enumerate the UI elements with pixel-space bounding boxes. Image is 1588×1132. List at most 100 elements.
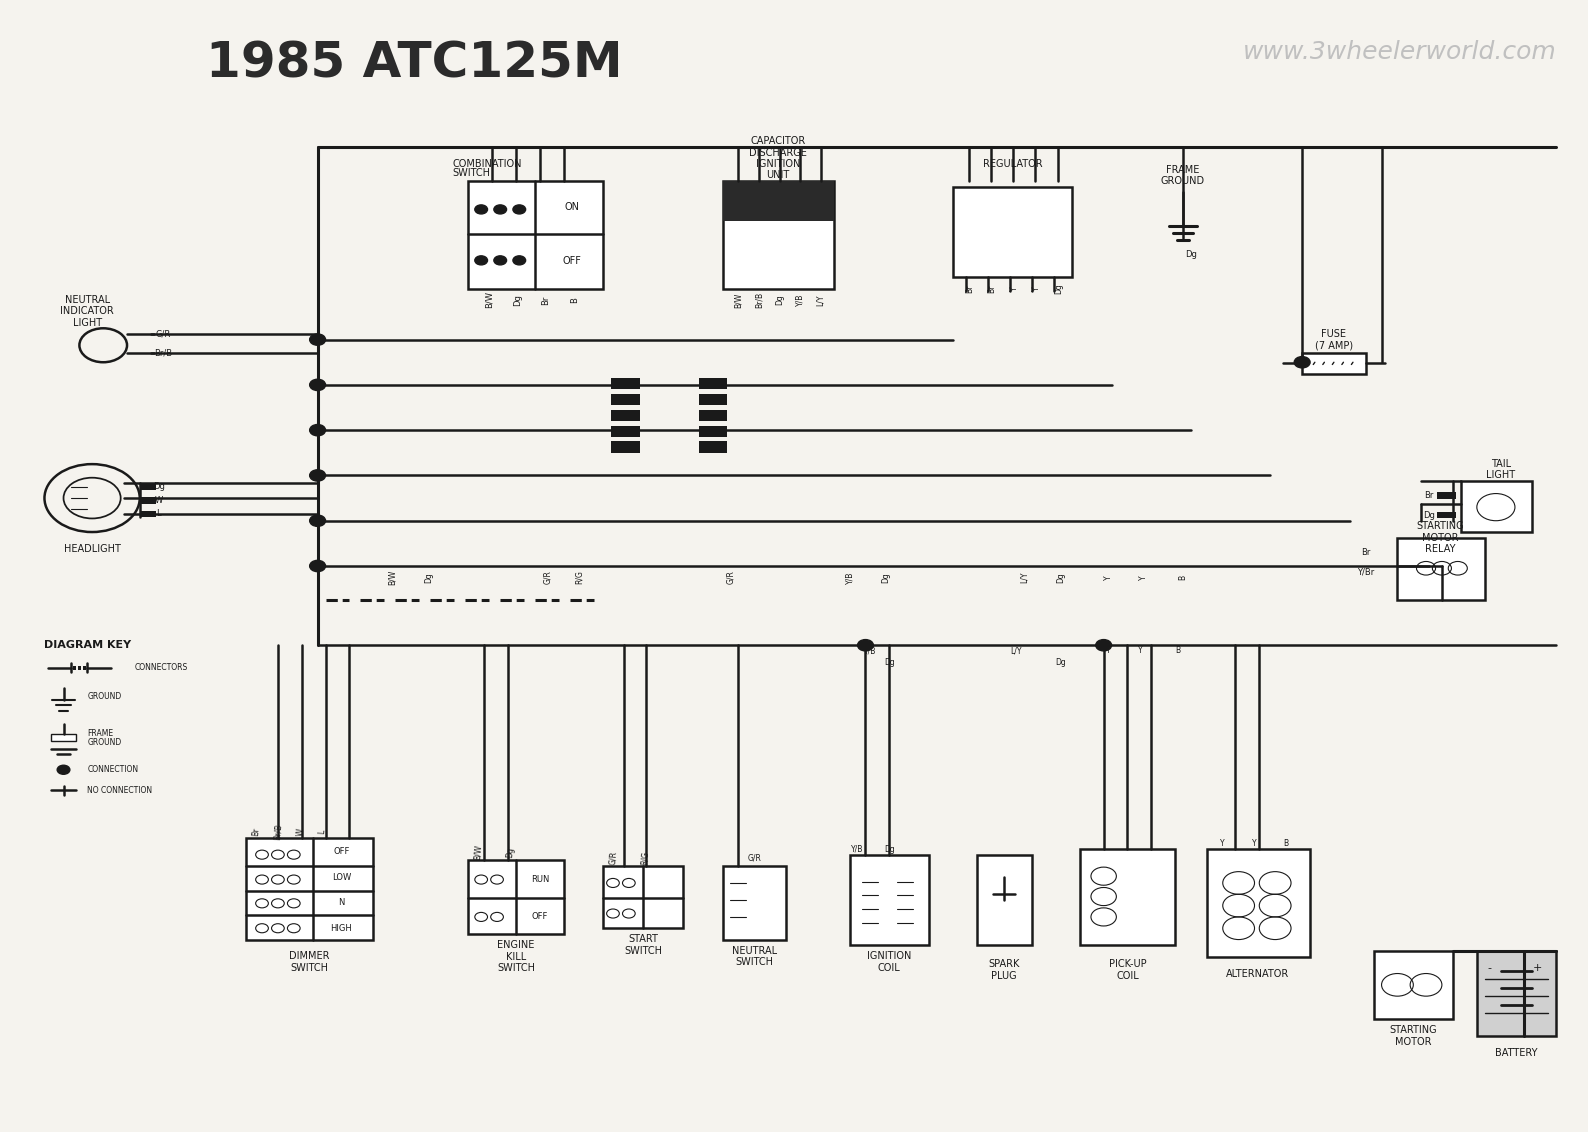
Text: Y: Y	[1139, 575, 1148, 580]
Circle shape	[310, 424, 326, 436]
Text: Br: Br	[542, 295, 551, 305]
Text: G/R: G/R	[543, 571, 553, 584]
Bar	[140, 483, 156, 490]
Text: +: +	[1532, 963, 1542, 972]
Text: Y: Y	[1104, 575, 1113, 580]
Text: GROUND: GROUND	[87, 738, 122, 747]
Text: B/W: B/W	[734, 292, 743, 308]
Circle shape	[310, 334, 326, 345]
Text: Y: Y	[1010, 286, 1019, 291]
Text: NEUTRAL
SWITCH: NEUTRAL SWITCH	[732, 945, 777, 968]
Text: Y: Y	[1221, 839, 1224, 848]
Text: REGULATOR: REGULATOR	[983, 160, 1043, 169]
Text: RUN: RUN	[530, 875, 549, 884]
Text: Dg: Dg	[885, 844, 894, 854]
Circle shape	[475, 205, 488, 214]
Text: (7 AMP): (7 AMP)	[1315, 341, 1353, 350]
Text: DIAGRAM KEY: DIAGRAM KEY	[44, 641, 130, 650]
Text: Y/B: Y/B	[845, 572, 854, 583]
Text: TAIL: TAIL	[1491, 460, 1510, 469]
Text: B/W: B/W	[484, 291, 494, 309]
Circle shape	[494, 205, 507, 214]
Text: L/Y: L/Y	[1010, 646, 1023, 655]
Text: ENGINE
KILL
SWITCH: ENGINE KILL SWITCH	[497, 940, 535, 974]
Text: B: B	[1178, 575, 1188, 580]
Circle shape	[475, 256, 488, 265]
Text: Dg: Dg	[1185, 250, 1197, 259]
Text: STARTING
MOTOR: STARTING MOTOR	[1390, 1024, 1437, 1047]
Text: Br: Br	[988, 284, 997, 293]
Text: G/R: G/R	[608, 851, 618, 865]
Circle shape	[513, 205, 526, 214]
Bar	[1080, 849, 1175, 945]
Text: -: -	[1488, 963, 1491, 972]
Text: UNIT: UNIT	[767, 171, 789, 180]
Text: Y/B: Y/B	[851, 844, 864, 854]
Text: ON: ON	[564, 203, 580, 212]
Text: GROUND: GROUND	[1161, 177, 1205, 186]
Bar	[611, 394, 640, 405]
Text: BATTERY: BATTERY	[1496, 1048, 1537, 1057]
Circle shape	[310, 379, 326, 391]
Text: DIMMER
SWITCH: DIMMER SWITCH	[289, 951, 330, 974]
Text: Y: Y	[1032, 286, 1042, 291]
Bar	[850, 855, 929, 945]
Text: Br: Br	[1424, 491, 1434, 500]
Text: B: B	[1283, 839, 1289, 848]
Bar	[699, 410, 727, 421]
Text: N: N	[338, 898, 345, 907]
Bar	[83, 666, 86, 670]
Text: NO CONNECTION: NO CONNECTION	[87, 786, 152, 795]
Text: FRAME: FRAME	[1166, 165, 1201, 174]
Text: LOW: LOW	[332, 873, 351, 882]
Text: G/R: G/R	[748, 854, 761, 863]
Text: B: B	[1175, 646, 1181, 655]
Text: Y: Y	[1107, 646, 1110, 655]
Text: OFF: OFF	[532, 912, 548, 921]
Text: Br: Br	[966, 284, 975, 293]
Text: Br/B: Br/B	[754, 292, 764, 308]
Bar	[1437, 512, 1456, 518]
Text: 1985 ATC125M: 1985 ATC125M	[206, 40, 622, 87]
Bar	[699, 378, 727, 389]
Text: CONNECTORS: CONNECTORS	[135, 663, 189, 672]
Bar	[246, 838, 373, 940]
Text: IGNITION: IGNITION	[756, 160, 800, 169]
Text: OFF: OFF	[333, 847, 349, 856]
Bar	[1374, 951, 1453, 1019]
Text: Dg: Dg	[505, 847, 515, 858]
Bar	[73, 666, 76, 670]
Text: Br/B: Br/B	[154, 349, 173, 358]
Text: Dg: Dg	[513, 294, 522, 306]
Bar	[611, 410, 640, 421]
Text: R/G: R/G	[640, 851, 649, 865]
Bar	[977, 855, 1032, 945]
Text: MOTOR: MOTOR	[1423, 533, 1458, 542]
Text: HIGH: HIGH	[330, 924, 353, 933]
Text: Y: Y	[1139, 646, 1142, 655]
Bar	[1477, 951, 1556, 1036]
Bar	[51, 734, 76, 741]
Text: L: L	[157, 509, 160, 518]
Text: Dg: Dg	[881, 572, 891, 583]
Text: Dg: Dg	[424, 572, 434, 583]
Text: CAPACITOR: CAPACITOR	[751, 137, 805, 146]
Text: G/R: G/R	[156, 329, 172, 338]
Bar	[468, 181, 603, 289]
Bar	[699, 394, 727, 405]
Text: GROUND: GROUND	[87, 692, 122, 701]
Bar	[723, 181, 834, 221]
Text: L: L	[318, 830, 327, 834]
Text: Y/B: Y/B	[864, 646, 877, 655]
Bar	[140, 511, 156, 517]
Text: Y/Br: Y/Br	[1358, 567, 1374, 576]
Circle shape	[1096, 640, 1112, 651]
Text: Dg: Dg	[1423, 511, 1436, 520]
Text: B/W: B/W	[387, 569, 397, 585]
Text: PICK-UP
COIL: PICK-UP COIL	[1108, 959, 1147, 981]
Text: STARTING: STARTING	[1416, 522, 1464, 531]
Text: ALTERNATOR: ALTERNATOR	[1226, 969, 1289, 978]
Circle shape	[57, 765, 70, 774]
Bar	[1397, 538, 1485, 600]
Text: Y: Y	[1253, 839, 1256, 848]
